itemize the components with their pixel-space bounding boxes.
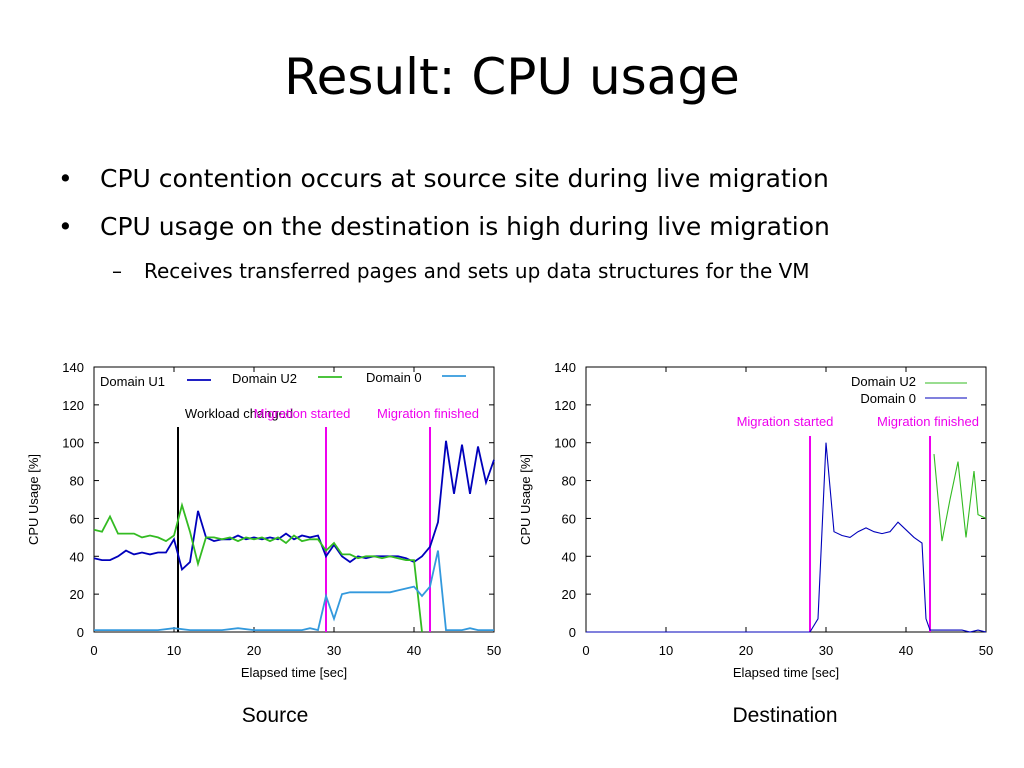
x-tick-label: 10: [167, 643, 181, 658]
x-tick-label: 0: [90, 643, 97, 658]
chart-caption: Destination: [732, 704, 837, 727]
y-tick-label: 120: [554, 398, 576, 413]
bullet-text: CPU usage on the destination is high dur…: [100, 212, 830, 241]
bullet-item: • CPU usage on the destination is high d…: [58, 203, 998, 251]
bullet-dot-icon: •: [58, 164, 73, 193]
legend-label: Domain U2: [232, 371, 297, 386]
series-line: [93, 501, 423, 633]
x-tick-label: 30: [327, 643, 341, 658]
series-line: [93, 440, 495, 572]
x-tick-label: 20: [739, 643, 753, 658]
y-tick-label: 100: [554, 436, 576, 451]
bullet-item: • CPU contention occurs at source site d…: [58, 155, 998, 203]
sub-bullet-text: Receives transferred pages and sets up d…: [144, 259, 810, 283]
marker-label: Workload changed: [185, 406, 293, 421]
sub-bullet-dash-icon: –: [112, 259, 122, 283]
y-tick-label: 140: [554, 360, 576, 375]
legend-label: Domain 0: [860, 391, 916, 406]
series-line: [94, 550, 494, 632]
bullet-text: CPU contention occurs at source site dur…: [100, 164, 829, 193]
legend-label: Domain U1: [100, 374, 165, 389]
y-tick-label: 0: [77, 625, 84, 640]
marker-label: Migration started: [737, 414, 834, 429]
sub-bullet-item: – Receives transferred pages and sets up…: [58, 251, 998, 291]
x-tick-label: 30: [819, 643, 833, 658]
y-axis-label: CPU Usage [%]: [518, 454, 533, 545]
chart-caption: Source: [242, 704, 309, 727]
y-tick-label: 0: [569, 625, 576, 640]
plot-frame: [93, 366, 495, 633]
marker-label: Migration finished: [377, 406, 479, 421]
y-tick-label: 20: [562, 587, 576, 602]
y-tick-label: 120: [62, 398, 84, 413]
y-tick-label: 140: [62, 360, 84, 375]
x-tick-label: 50: [979, 643, 993, 658]
y-tick-label: 80: [70, 474, 84, 489]
legend-label: Domain U2: [851, 374, 916, 389]
bullet-dot-icon: •: [58, 212, 73, 241]
bullet-list: • CPU contention occurs at source site d…: [58, 155, 998, 291]
marker-label: Migration finished: [877, 414, 979, 429]
y-tick-label: 20: [70, 587, 84, 602]
y-tick-label: 40: [70, 549, 84, 564]
legend-label: Domain 0: [366, 370, 422, 385]
x-tick-label: 50: [487, 643, 501, 658]
x-tick-label: 40: [407, 643, 421, 658]
series-line: [586, 442, 987, 633]
y-axis-label: CPU Usage [%]: [26, 454, 41, 545]
x-axis-label: Elapsed time [sec]: [733, 665, 839, 680]
x-axis-label: Elapsed time [sec]: [241, 665, 347, 680]
x-tick-label: 20: [247, 643, 261, 658]
x-tick-label: 0: [582, 643, 589, 658]
y-tick-label: 100: [62, 436, 84, 451]
marker-label: Migration started: [254, 406, 351, 421]
y-tick-label: 80: [562, 474, 576, 489]
y-tick-label: 60: [70, 511, 84, 526]
y-tick-label: 60: [562, 511, 576, 526]
series-line: [933, 454, 987, 542]
x-tick-label: 40: [899, 643, 913, 658]
plot-frame: [585, 366, 987, 633]
slide-title: Result: CPU usage: [284, 48, 740, 106]
x-tick-label: 10: [659, 643, 673, 658]
y-tick-label: 40: [562, 549, 576, 564]
